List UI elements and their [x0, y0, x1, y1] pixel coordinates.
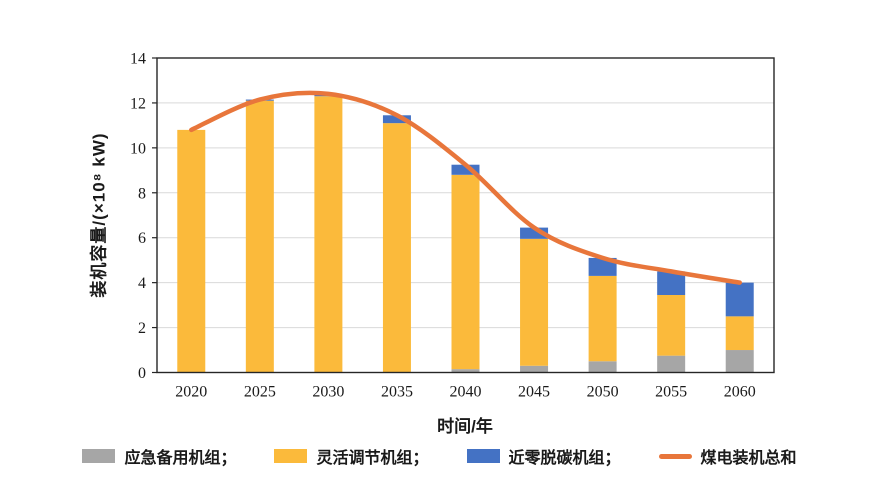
x-axis-title: 时间/年 [437, 417, 493, 436]
legend: 应急备用机组； 灵活调节机组； 近零脱碳机组； 煤电装机总和 [0, 444, 879, 468]
y-tick-label: 6 [138, 230, 146, 247]
bar-segment-灵活调节机组 [382, 123, 411, 373]
y-tick-label: 4 [138, 275, 146, 292]
legend-label: 灵活调节机组； [316, 450, 429, 467]
bar-segment-应急备用机组 [520, 365, 549, 373]
bar-segment-近零脱碳机组 [725, 282, 754, 317]
legend-swatch-blue-bar [466, 449, 500, 463]
legend-item-flexible-regulation: 灵活调节机组； [274, 444, 429, 468]
x-tick-label: 2040 [450, 384, 482, 401]
bar-segment-应急备用机组 [725, 350, 754, 373]
bar-segment-应急备用机组 [451, 369, 480, 373]
y-tick-label: 8 [138, 185, 146, 202]
bar-segment-灵活调节机组 [588, 275, 617, 362]
total-line-煤电装机总和 [189, 90, 742, 285]
bar-segment-近零脱碳机组 [382, 115, 411, 124]
bar-segment-灵活调节机组 [451, 174, 480, 370]
bar-segment-近零脱碳机组 [588, 257, 617, 276]
y-axis-title: 装机容量/(×10⁸ kW) [89, 132, 109, 298]
plot-border [156, 57, 775, 374]
x-tick-label: 2060 [724, 384, 756, 401]
x-tick-label: 2035 [381, 384, 413, 401]
y-tick-label: 0 [138, 365, 146, 382]
bar-segment-灵活调节机组 [245, 100, 274, 373]
legend-label: 近零脱碳机组； [508, 450, 621, 467]
legend-swatch-yellow-bar [274, 449, 308, 463]
legend-label: 应急备用机组； [124, 450, 237, 467]
bar-segment-灵活调节机组 [520, 238, 549, 366]
bar-segment-应急备用机组 [588, 361, 617, 373]
x-tick-label: 2050 [587, 384, 619, 401]
x-tick-label: 2020 [175, 384, 207, 401]
y-tick-label: 2 [138, 320, 146, 337]
legend-swatch-gray-bar [82, 449, 116, 463]
bar-segment-近零脱碳机组 [657, 271, 686, 295]
legend-item-near-zero-decarbon: 近零脱碳机组； [466, 444, 621, 468]
legend-item-coal-total-line: 煤电装机总和 [658, 444, 797, 468]
y-tick-label: 10 [130, 140, 146, 157]
x-tick-label: 2055 [655, 384, 687, 401]
legend-item-emergency-backup: 应急备用机组； [82, 444, 236, 468]
legend-label: 煤电装机总和 [700, 450, 797, 467]
bar-segment-灵活调节机组 [657, 294, 686, 356]
x-tick-label: 2045 [518, 384, 550, 401]
chart-plot-area: 0 2 4 6 8 10 12 14 2020 2025 2030 2035 2040 2045 2050 2… [130, 51, 775, 401]
bar-segment-灵活调节机组 [177, 129, 206, 373]
bar-segment-灵活调节机组 [314, 96, 343, 373]
y-tick-label: 12 [130, 95, 146, 112]
bar-segment-应急备用机组 [657, 355, 686, 373]
bar-segment-近零脱碳机组 [451, 164, 480, 175]
x-tick-label: 2025 [244, 384, 276, 401]
bar-segment-灵活调节机组 [725, 316, 754, 351]
y-tick-label: 14 [130, 51, 146, 68]
x-tick-label: 2030 [312, 384, 344, 401]
bar-segment-近零脱碳机组 [520, 227, 549, 239]
legend-swatch-orange-line [658, 453, 692, 459]
